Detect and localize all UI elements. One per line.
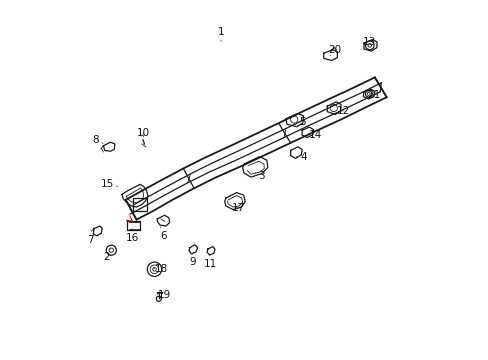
Text: 21: 21 <box>366 90 379 100</box>
Text: 9: 9 <box>188 254 195 267</box>
Text: 4: 4 <box>296 152 306 162</box>
Text: 2: 2 <box>103 248 110 262</box>
Text: 11: 11 <box>203 256 217 269</box>
Text: 5: 5 <box>294 117 305 127</box>
Text: 19: 19 <box>157 290 171 300</box>
Text: 1: 1 <box>217 27 224 41</box>
Text: 7: 7 <box>87 233 94 246</box>
Text: 20: 20 <box>328 45 341 56</box>
Text: 12: 12 <box>336 106 349 116</box>
Text: 6: 6 <box>160 227 166 241</box>
Text: 8: 8 <box>92 135 103 145</box>
Text: 14: 14 <box>308 130 322 140</box>
Text: 3: 3 <box>255 171 264 181</box>
Text: 13: 13 <box>363 37 376 50</box>
Text: 10: 10 <box>136 128 149 138</box>
Text: 16: 16 <box>125 229 139 243</box>
Text: 18: 18 <box>153 264 168 274</box>
Text: 17: 17 <box>231 203 244 213</box>
Text: 15: 15 <box>100 179 118 189</box>
